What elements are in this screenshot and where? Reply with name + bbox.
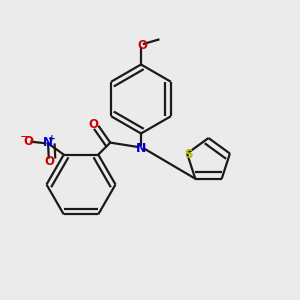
Text: −: − <box>20 132 29 142</box>
Text: O: O <box>45 155 55 168</box>
Text: +: + <box>48 134 56 143</box>
Text: O: O <box>89 118 99 131</box>
Text: O: O <box>137 39 148 52</box>
Text: S: S <box>184 148 192 161</box>
Text: N: N <box>43 136 53 149</box>
Text: O: O <box>24 135 34 148</box>
Text: N: N <box>136 142 146 155</box>
